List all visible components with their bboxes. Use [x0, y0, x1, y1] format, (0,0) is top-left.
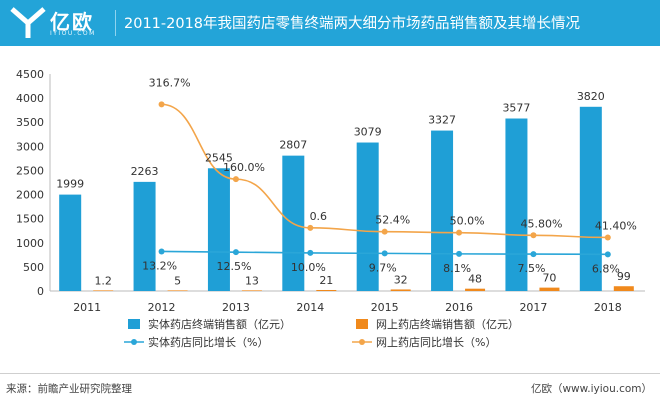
online-sales-bar: [465, 288, 486, 291]
offline-growth-point: [604, 251, 611, 258]
offline-growth-point: [307, 249, 314, 256]
offline-sales-bar: [59, 194, 82, 291]
offline-sales-label: 3820: [577, 90, 605, 103]
chart-title: 2011-2018年我国药店零售终端两大细分市场药品销售额及其增长情况: [124, 16, 581, 32]
online-sales-label: 99: [617, 270, 631, 283]
offline-sales-label: 2545: [205, 151, 233, 164]
offline-growth-label: 10.0%: [291, 261, 326, 274]
offline-growth-label: 8.1%: [443, 262, 471, 275]
online-sales-label: 5: [174, 274, 181, 287]
axes: 0 500 1000 1500 2000 2500 3000 3500 4000 4500 2011…: [16, 68, 645, 314]
legend-label: 实体药店同比增长（%）: [148, 335, 268, 349]
x-tick-label: 2012: [148, 301, 176, 314]
x-tick-label: 2018: [594, 301, 622, 314]
legend-label: 网上药店终端销售额（亿元）: [376, 317, 519, 331]
online-growth-label: 41.40%: [595, 219, 637, 232]
y-tick-label: 4000: [16, 92, 44, 105]
combo-chart: 0 500 1000 1500 2000 2500 3000 3500 4000 4500 2011…: [16, 68, 645, 349]
offline-growth-label: 12.5%: [216, 260, 251, 273]
legend-label: 实体药店终端销售额（亿元）: [148, 317, 291, 331]
offline-sales-bar: [505, 118, 528, 291]
online-growth-point: [604, 234, 611, 241]
online-sales-bar: [93, 290, 114, 291]
x-tick-label: 2015: [371, 301, 399, 314]
offline-growth-label: 9.7%: [369, 261, 397, 274]
online-growth-label: 316.7%: [149, 76, 191, 89]
online-growth-label: 52.4%: [375, 214, 410, 227]
online-sales-bar: [390, 289, 411, 291]
online-growth-label: 160.0%: [223, 161, 265, 174]
online-growth-label: 0.6: [310, 210, 328, 223]
online-sales-label: 21: [319, 274, 333, 287]
y-tick-label: 0: [37, 285, 44, 298]
online-sales-bar: [167, 290, 188, 291]
online-sales-label: 70: [542, 272, 556, 285]
footer-brand: 亿欧（www.iyiou.com）: [530, 383, 652, 395]
y-tick-label: 3000: [16, 140, 44, 153]
online-sales-bar: [613, 286, 634, 291]
online-growth-label: 50.0%: [450, 215, 485, 228]
legend: 实体药店终端销售额（亿元） 网上药店终端销售额（亿元） 实体药店同比增长（%） 网上药…: [124, 317, 519, 349]
offline-growth-point: [232, 249, 239, 256]
x-tick-label: 2016: [445, 301, 473, 314]
legend-swatch: [128, 319, 140, 329]
offline-sales-label: 3327: [428, 114, 456, 127]
online-sales-label: 13: [245, 274, 259, 287]
offline-sales-label: 3577: [502, 102, 530, 115]
offline-growth-point: [381, 250, 388, 257]
online-growth-point: [381, 228, 388, 235]
online-sales-label: 32: [394, 273, 408, 286]
x-tick-label: 2017: [519, 301, 547, 314]
header-banner: 亿欧 IYIOU.COM 2011-2018年我国药店零售终端两大细分市场药品销…: [0, 0, 660, 46]
online-growth-point: [456, 229, 463, 236]
y-tick-label: 1500: [16, 213, 44, 226]
offline-sales-bar: [207, 168, 230, 291]
online-growth-label: 45.80%: [520, 217, 562, 230]
offline-sales-label: 2263: [131, 165, 159, 178]
x-tick-label: 2014: [296, 301, 324, 314]
legend-marker: [359, 339, 365, 345]
y-tick-label: 500: [23, 261, 44, 274]
y-tick-label: 2500: [16, 164, 44, 177]
x-tick-label: 2013: [222, 301, 250, 314]
y-tick-label: 3500: [16, 116, 44, 129]
online-growth-point: [158, 101, 165, 108]
legend-swatch: [356, 319, 368, 329]
legend-marker: [131, 339, 137, 345]
offline-growth-point: [456, 250, 463, 257]
offline-sales-bar: [431, 130, 454, 291]
offline-sales-label: 3079: [354, 126, 382, 139]
offline-growth-label: 7.5%: [517, 262, 545, 275]
offline-growth-label: 6.8%: [592, 262, 620, 275]
offline-growth-point: [530, 251, 537, 258]
brand-name: 亿欧: [50, 10, 94, 34]
x-tick-label: 2011: [73, 301, 101, 314]
y-tick-label: 1000: [16, 237, 44, 250]
offline-growth-label: 13.2%: [142, 259, 177, 272]
online-growth-point: [232, 176, 239, 183]
brand-domain: IYIOU.COM: [50, 30, 96, 37]
online-growth-point: [307, 224, 314, 231]
online-sales-bar: [241, 290, 262, 291]
header-divider: [115, 10, 116, 36]
offline-sales-bar: [133, 181, 156, 291]
online-sales-bar: [539, 287, 560, 291]
y-tick-label: 4500: [16, 68, 44, 81]
offline-sales-label: 2807: [279, 139, 307, 152]
legend-label: 网上药店同比增长（%）: [376, 335, 496, 349]
online-sales-bar: [316, 289, 337, 291]
offline-sales-label: 1999: [56, 178, 84, 191]
data-labels: 1999 2263 2545 2807 3079 3327 3577 3820 1.2 5 13 21…: [56, 76, 637, 287]
online-sales-label: 48: [468, 273, 482, 286]
online-sales-label: 1.2: [94, 274, 112, 287]
online-growth-point: [530, 232, 537, 239]
source-note: 来源：前瞻产业研究院整理: [6, 383, 132, 395]
lines: [158, 101, 611, 258]
offline-sales-bar: [579, 106, 602, 291]
offline-growth-point: [158, 248, 165, 255]
y-tick-label: 2000: [16, 189, 44, 202]
footer-divider: [0, 373, 660, 374]
brand-logo-icon: [10, 7, 46, 38]
